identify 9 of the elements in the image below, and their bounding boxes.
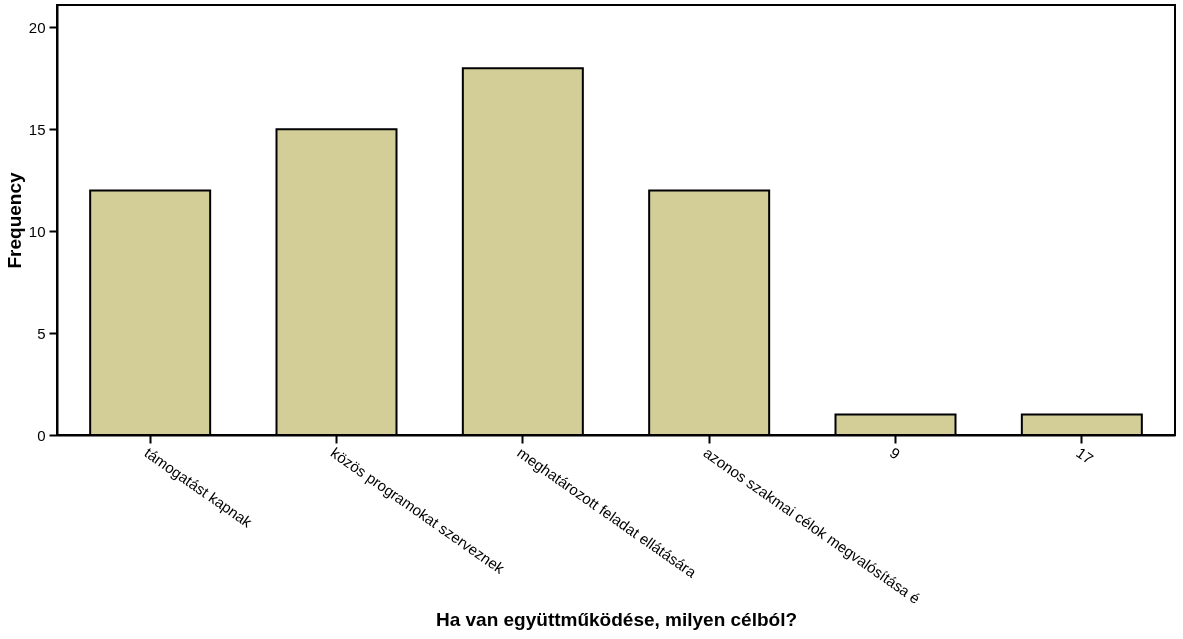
- x-tick-label: 9: [886, 443, 904, 463]
- x-axis-title: Ha van együttműködése, milyen célból?: [435, 608, 798, 630]
- y-tick-label: 20: [28, 18, 46, 36]
- y-tick-label: 10: [28, 222, 46, 240]
- y-tick-label: 0: [37, 426, 46, 444]
- x-tick-label: 17: [1073, 443, 1097, 468]
- y-tick-label: 15: [28, 120, 46, 138]
- y-axis-title: Frequency: [3, 172, 25, 269]
- y-tick-label: 5: [37, 324, 46, 342]
